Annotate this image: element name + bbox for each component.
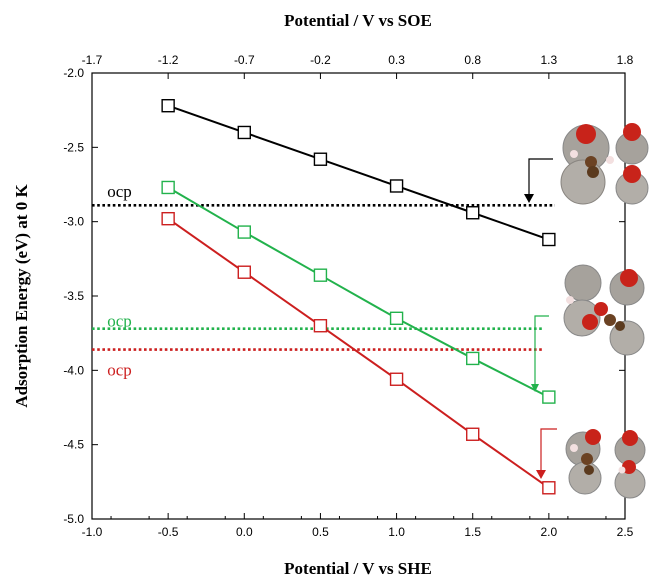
- data-point-marker: [542, 232, 556, 247]
- top-tick-label: -1.2: [158, 53, 179, 67]
- x-tick-label: -1.0: [82, 525, 103, 539]
- top-tick-label: 0.3: [388, 53, 405, 67]
- data-point-marker: [237, 225, 251, 239]
- top-tick-label: 0.8: [464, 53, 481, 67]
- data-point-marker: [466, 206, 480, 220]
- ocp-label: ocp: [107, 360, 132, 379]
- y-tick-label: -2.0: [63, 66, 84, 80]
- y-tick-label: -4.5: [63, 438, 84, 452]
- series-group: [161, 99, 556, 495]
- ocp-label: ocp: [107, 311, 132, 330]
- arrow-red: [536, 428, 557, 479]
- series-line: [167, 186, 550, 398]
- x-tick-label: 1.5: [464, 525, 481, 539]
- y-tick-label: -2.5: [63, 140, 84, 154]
- x-tick-label: 0.5: [312, 525, 329, 539]
- data-point-marker: [389, 311, 404, 325]
- x-tick-label: 0.0: [236, 525, 253, 539]
- y-tick-label: -3.0: [63, 215, 84, 229]
- y-tick-label: -4.0: [63, 363, 84, 377]
- x-tick-label: -0.5: [158, 525, 179, 539]
- data-point-marker: [466, 351, 480, 366]
- x-tick-label: 1.0: [388, 525, 405, 539]
- data-point-marker: [466, 427, 480, 441]
- ocp-label: ocp: [107, 182, 132, 201]
- data-point-marker: [389, 179, 404, 193]
- data-point-marker: [161, 180, 175, 195]
- series-line: [167, 217, 550, 489]
- molecule-image-1: [560, 123, 649, 205]
- top-tick-label: 1.8: [617, 53, 634, 67]
- x-tick-label: 2.5: [617, 525, 634, 539]
- top-axis-title: Potential / V vs SOE: [284, 11, 432, 30]
- y-axis-title: Adsorption Energy (eV) at 0 K: [12, 184, 31, 408]
- x-tick-label: 2.0: [541, 525, 558, 539]
- data-point-marker: [313, 152, 328, 166]
- data-point-marker: [161, 99, 175, 113]
- data-point-marker: [542, 481, 556, 495]
- data-point-marker: [542, 390, 556, 404]
- x-axis-title: Potential / V vs SHE: [284, 559, 432, 578]
- data-point-marker: [161, 211, 175, 226]
- data-point-marker: [237, 265, 251, 279]
- data-point-marker: [237, 125, 251, 140]
- y-tick-label: -5.0: [63, 512, 84, 526]
- arrow-green: [531, 315, 549, 392]
- arrow-black: [524, 158, 553, 203]
- series-line: [167, 104, 550, 241]
- data-point-marker: [313, 319, 328, 333]
- data-point-marker: [389, 372, 404, 386]
- top-tick-label: -0.2: [310, 53, 331, 67]
- top-tick-label: -0.7: [234, 53, 255, 67]
- molecule-image-2: [563, 264, 645, 356]
- data-point-marker: [313, 268, 328, 282]
- top-tick-label: 1.3: [541, 53, 558, 67]
- y-tick-label: -3.5: [63, 289, 84, 303]
- ticks-group: -1.0 -0.5 0.0 0.5 1.0 1.5 2.0 2.5 -1.7 -1.2 -0.7 -0…: [63, 53, 633, 539]
- top-tick-label: -1.7: [82, 53, 103, 67]
- molecule-image-3: [565, 429, 646, 499]
